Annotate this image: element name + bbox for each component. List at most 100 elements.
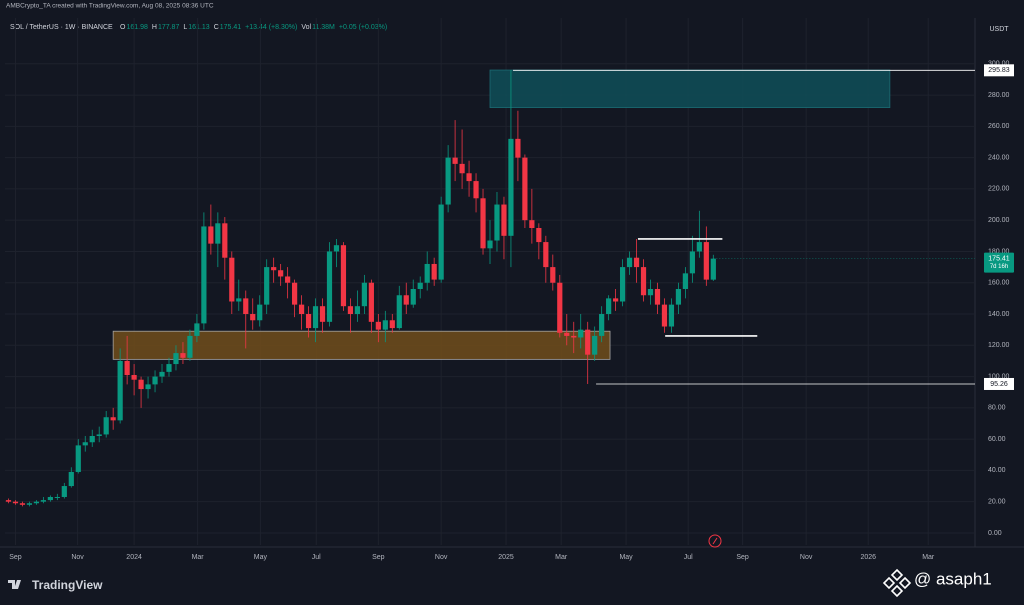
x-tick-label: 2024	[126, 554, 142, 561]
candle-body	[578, 329, 584, 338]
y-tick-label: 40.00	[988, 467, 1006, 474]
candle-body	[68, 471, 74, 487]
legend-value: 161.98	[126, 24, 148, 31]
level-tag-label: 295.83	[988, 67, 1010, 74]
candle-body	[654, 288, 661, 305]
last-price-label: 175.41	[988, 255, 1010, 262]
candle-body	[117, 360, 123, 421]
x-tick-label: Sep	[372, 554, 385, 561]
candle-body	[626, 257, 633, 268]
plot	[5, 18, 975, 545]
candle-body	[54, 496, 60, 498]
y-tick-label: 120.00	[988, 342, 1010, 349]
candle-body	[40, 500, 46, 502]
candle-body	[285, 276, 291, 283]
y-tick-label: 180.00	[988, 248, 1010, 255]
legend-value: 11.38M	[312, 24, 335, 31]
x-tick-label: Mar	[555, 554, 568, 561]
candle-body	[173, 353, 179, 365]
candle-body	[550, 267, 556, 283]
candle-body	[319, 306, 326, 322]
candle-body	[494, 204, 500, 241]
legend-key: Vol	[301, 24, 311, 31]
countdown: 7d 16h	[990, 264, 1008, 270]
candle-body	[445, 157, 451, 205]
candle-body	[585, 329, 591, 355]
candle-body	[459, 163, 465, 174]
y-tick-label: 140.00	[988, 311, 1010, 318]
legend-key: C	[214, 24, 219, 31]
y-tick-label: 80.00	[988, 405, 1006, 412]
candle-body	[501, 204, 507, 236]
x-tick-label: May	[254, 554, 268, 561]
credit: AMBCrypto_TA created with TradingView.co…	[6, 3, 214, 10]
candle-body	[424, 263, 430, 283]
candle-body	[368, 282, 374, 322]
candle-body	[571, 335, 577, 338]
candle-body	[47, 496, 53, 501]
level-tag-label: 95.26	[990, 381, 1008, 388]
candle-body	[640, 267, 647, 296]
y-tick-label: 100.00	[988, 373, 1010, 380]
legend-value: 177.87	[158, 24, 180, 31]
candle-body	[361, 282, 367, 307]
candle-body	[438, 204, 444, 280]
candle-body	[236, 298, 242, 302]
replay-icon	[708, 534, 722, 548]
zone	[489, 69, 891, 108]
candle-body	[682, 273, 688, 289]
last-price-tag	[984, 252, 1014, 273]
candle-body	[543, 242, 549, 268]
x-tick-label: Mar	[922, 554, 935, 561]
candle-body	[333, 245, 340, 252]
y-tick-label: 280.00	[988, 92, 1010, 99]
y-tick-label: 160.00	[988, 280, 1010, 287]
candle-body	[12, 501, 19, 504]
candle-body	[661, 304, 668, 327]
candle-body	[110, 417, 116, 421]
legend-value: 175.41	[220, 24, 242, 31]
candle-body	[382, 320, 388, 330]
legend-value: 161.13	[188, 24, 210, 31]
candle-body	[613, 298, 619, 302]
brand: TradingView	[32, 578, 103, 592]
x-tick-label: Sep	[736, 554, 749, 561]
candle-body	[208, 226, 214, 244]
candle-body	[312, 306, 319, 329]
y-tick-label: 240.00	[988, 154, 1010, 161]
candle-body	[131, 375, 137, 380]
x-tick-label: 2026	[860, 554, 876, 561]
candle-body	[152, 376, 158, 385]
candle-body	[33, 501, 40, 504]
candle-body	[159, 371, 165, 377]
y-tick-label: 200.00	[988, 217, 1010, 224]
candle-body	[305, 314, 312, 329]
candle-body	[222, 223, 228, 258]
candle-body	[452, 157, 458, 164]
candle-body	[389, 320, 395, 329]
candle-body	[354, 306, 361, 315]
candle-body	[689, 251, 695, 274]
x-tick-label: Nov	[71, 554, 84, 561]
candle-body	[26, 503, 33, 505]
brand-logo: TradingView	[8, 578, 103, 592]
legend-key: O	[120, 24, 126, 31]
candle-body	[696, 242, 702, 252]
candle-body	[403, 295, 409, 305]
candle-body	[194, 323, 200, 336]
candle-body	[61, 486, 67, 497]
candle-body	[647, 288, 654, 296]
symbol: SOL / TetherUS · 1W · BINANCE	[10, 24, 113, 31]
y-tick-label: 260.00	[988, 123, 1010, 130]
y-tick-label: 300.00	[988, 61, 1010, 68]
candle-body	[536, 227, 542, 243]
candle-body	[487, 240, 493, 249]
candle-body	[529, 220, 535, 228]
candle-body	[243, 298, 249, 315]
legend-key: H	[152, 24, 157, 31]
candle-body	[215, 223, 221, 244]
candle-body	[187, 335, 193, 358]
candle-body	[96, 434, 102, 436]
candle-body	[250, 314, 256, 321]
x-tick-label: Sep	[9, 554, 22, 561]
